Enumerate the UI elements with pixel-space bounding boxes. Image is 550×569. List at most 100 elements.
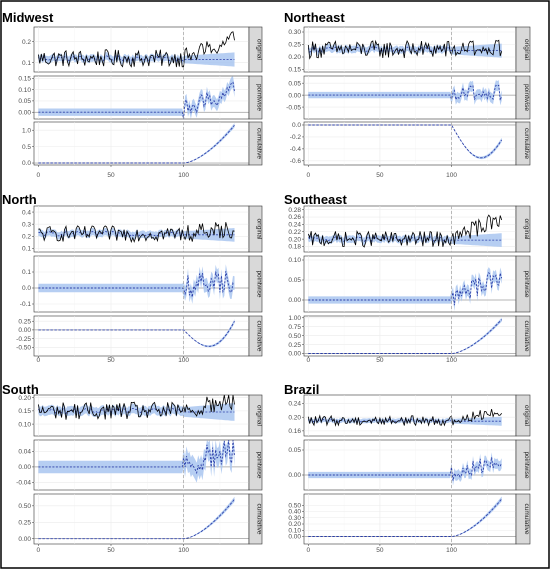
pointwise-effect-line [38,271,235,298]
y-tick-label: -0.04 [16,480,31,487]
x-tick-label: 0 [306,547,310,554]
y-tick-label: 0.00 [18,109,31,116]
cumulative-effect-line [38,320,235,347]
x-tick-label: 50 [376,357,384,364]
panel-original: 0.10 0.15 0.20 original [18,394,263,437]
region-title: Brazil [284,382,319,397]
y-tick-label: 1.0 [22,127,31,134]
y-tick-label: 0.18 [288,244,301,251]
x-tick-label: 50 [376,172,384,179]
facet-strip-label: pointwise [523,270,530,297]
y-tick-label: 0.20 [288,236,301,243]
facet-strip [248,255,263,313]
y-tick-label: 0.00 [288,92,301,99]
pointwise-ribbon [38,440,235,483]
x-tick-label: 100 [178,172,189,179]
y-tick-label: 0.25 [288,42,301,49]
cumulative-effect-line [308,319,503,354]
panel-pointwise: -0.04 0.00 0.04 pointwise [16,439,263,491]
y-tick-label: 0.5 [22,144,31,151]
facet-strip-label: original [523,39,530,61]
panel-original: 0.1 0.2 0.3 0.4 original [22,205,263,253]
y-tick-label: 0.05 [288,277,301,284]
region-title: Northeast [284,10,345,25]
y-tick-label: 0.00 [288,534,301,541]
pointwise-effect-line [38,81,235,120]
x-tick-label: 0 [37,547,41,554]
panel-original: 0.16 0.20 0.24 original [288,394,531,437]
facet-strip-label: original [256,219,263,241]
facet-strip-label: cumulative [256,320,263,351]
y-tick-label: 0.00 [288,351,301,358]
y-tick-label: 0.00 [18,327,31,334]
panel-cumulative: 0.00 0.25 0.50 0.75 1.00 cumulative [288,315,531,358]
facet-strip-label: cumulative [256,503,263,534]
region-title: South [2,382,39,397]
cumulative-effect-line [38,125,235,164]
y-tick-label: 0.2 [22,233,31,240]
y-tick-label: 0.3 [22,221,31,228]
region-chart-brazil: Brazil 0.16 0.20 0.24 original 0.00 0.05 pointw… [284,382,531,554]
observed-line [307,409,503,427]
pointwise-effect-line [308,457,503,481]
observed-line [38,394,235,420]
y-tick-label: 0.2 [22,39,31,46]
facet-strip-label: pointwise [523,451,530,478]
pointwise-ribbon [38,76,235,119]
y-tick-label: -0.2 [290,134,302,141]
observed-line [307,39,503,60]
facet-strip [515,75,531,120]
predicted-line [38,407,235,415]
facet-strip [515,493,531,545]
y-tick-label: 0.16 [288,428,301,435]
observed-line [38,222,235,244]
x-tick-label: 50 [107,357,115,364]
y-tick-label: 0.10 [288,257,301,264]
facet-strip [515,315,531,357]
panel-pointwise: -0.05 0.00 0.05 pointwise [286,75,531,120]
y-tick-label: 0.25 [18,519,31,526]
pointwise-effect-line [308,84,503,101]
y-tick-label: 0.1 [22,269,31,276]
panel-cumulative: 0.00 0.25 0.50 cumulative [18,493,263,545]
facet-strip [248,439,263,491]
y-tick-label: 0.20 [288,521,301,528]
x-tick-label: 100 [446,172,457,179]
cumulative-ribbon [38,319,235,348]
region-chart-northeast: Northeast 0.15 0.20 0.25 0.30 original -0.05 0.… [284,10,531,179]
facet-strip [248,75,263,120]
y-tick-label: 0.00 [18,536,31,543]
panel-cumulative: 0.25 0.00 -0.25 -0.50 cumulative [16,315,263,357]
y-tick-label: 0.20 [18,395,31,402]
panel-cumulative: 0.000.100.200.300.400.50 cumulative [288,493,531,545]
y-tick-label: -0.25 [16,336,31,343]
y-tick-label: -0.05 [286,104,301,111]
y-tick-label: 0.10 [18,421,31,428]
panel-original: 0.180.200.220.240.260.28 original [288,205,531,253]
panel-original: 0.1 0.2 original [22,26,263,73]
x-tick-label: 0 [306,357,310,364]
region-chart-south: South 0.10 0.15 0.20 original -0.04 0.00 0.04 po… [2,382,263,554]
x-tick-label: 0 [37,357,41,364]
y-tick-label: 0.10 [18,87,31,94]
y-tick-label: 0.20 [288,54,301,61]
y-tick-label: 0.00 [288,297,301,304]
y-tick-label: 0.25 [288,342,301,349]
facet-strip-label: original [523,405,530,427]
facet-strip [248,394,263,437]
region-title: North [2,192,37,207]
pointwise-ribbon [308,80,502,106]
y-tick-label: -0.4 [290,146,302,153]
x-tick-label: 100 [178,357,189,364]
facet-strip-label: pointwise [256,451,263,478]
y-tick-label: 0.50 [288,333,301,340]
facet-strip [515,121,531,166]
y-tick-label: 0.30 [288,29,301,36]
facet-strip [515,394,531,437]
facet-strip-label: pointwise [256,270,263,297]
y-tick-label: 0.00 [18,464,31,471]
cumulative-effect-line [308,124,503,159]
panel-background [303,493,517,545]
